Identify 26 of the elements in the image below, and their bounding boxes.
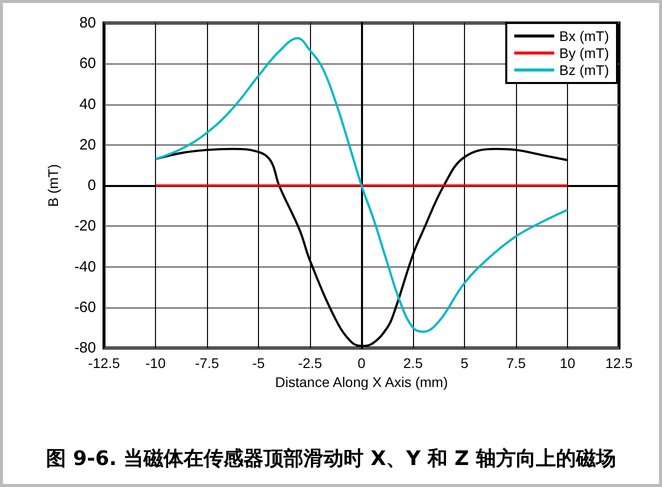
x-tick-label: -10 xyxy=(145,355,166,371)
legend-label: Bz (mT) xyxy=(559,62,609,78)
x-tick-label: -2.5 xyxy=(298,355,322,371)
legend-label: Bx (mT) xyxy=(559,28,609,44)
x-tick-label: -7.5 xyxy=(194,355,220,371)
x-tick-label: 5 xyxy=(460,355,469,371)
x-tick-label: -5 xyxy=(252,355,265,371)
x-tick-label: 7.5 xyxy=(506,355,526,371)
text: 图 9-6. 当磁体在传感器顶部滑动时 X、Y 和 Z 轴方向上的磁场 xyxy=(46,446,616,470)
y-axis-title: B (mT) xyxy=(45,164,61,207)
x-tick-label: 12.5 xyxy=(605,355,633,371)
y-tick-label: -60 xyxy=(74,298,96,316)
y-tick-label: 60 xyxy=(79,55,96,72)
y-tick-label: 0 xyxy=(88,177,96,194)
x-tick-label: -12.5 xyxy=(88,355,120,371)
x-tick-label: 10 xyxy=(560,355,576,371)
y-tick-label: -40 xyxy=(74,258,96,276)
y-tick-label: 20 xyxy=(79,136,96,154)
x-tick-label: 0 xyxy=(358,355,366,371)
x-tick-label: 2.5 xyxy=(403,355,423,371)
x-axis-title: Distance Along X Axis (mm) xyxy=(275,374,448,390)
y-tick-label: 40 xyxy=(79,96,96,113)
y-tick-label: -80 xyxy=(74,340,96,356)
legend-label: By (mT) xyxy=(559,45,609,61)
y-tick-label: 80 xyxy=(79,14,96,32)
y-tick-label: -20 xyxy=(74,218,96,235)
